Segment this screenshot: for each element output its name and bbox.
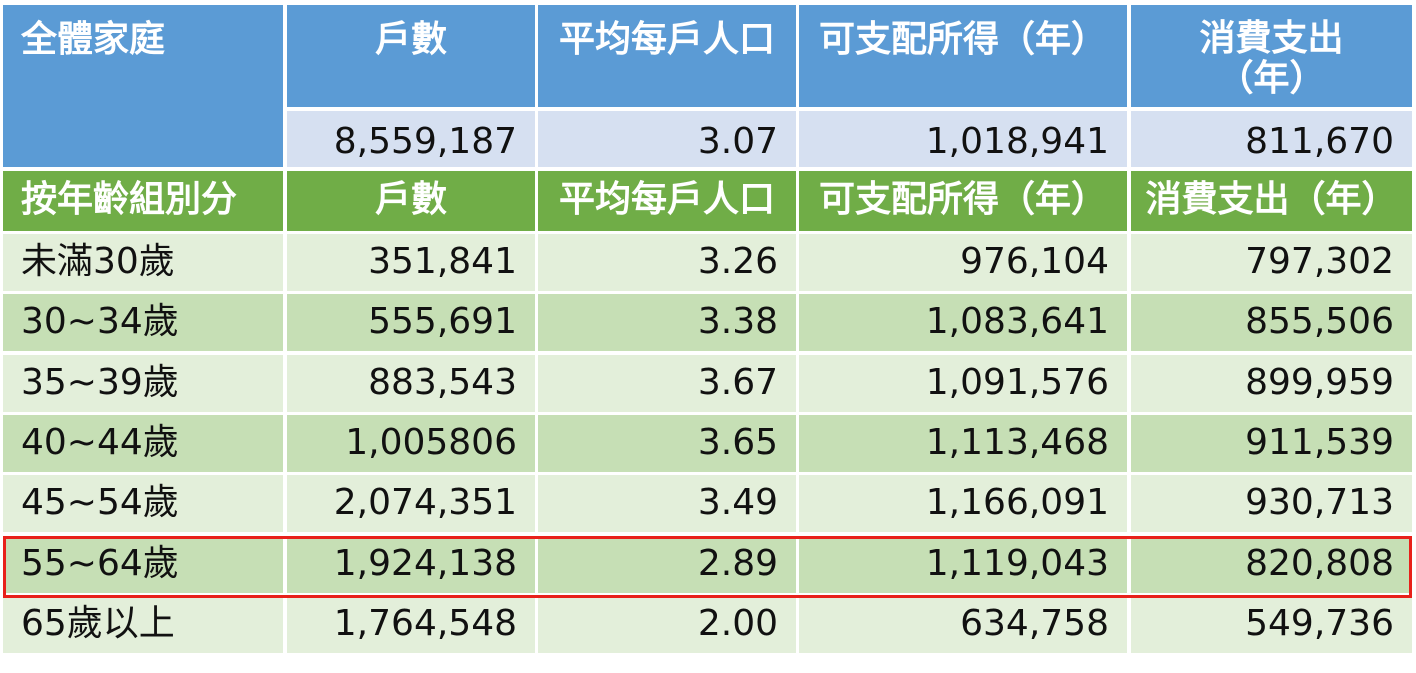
row-6-income: 1,119,043 bbox=[799, 535, 1127, 593]
total-col-income: 可支配所得（年） bbox=[799, 5, 1127, 107]
row-7-expense: 549,736 bbox=[1131, 595, 1412, 653]
row-4-households: 1,005806 bbox=[287, 414, 535, 472]
row-1-expense: 797,302 bbox=[1131, 234, 1412, 291]
total-label: 全體家庭 bbox=[3, 5, 283, 167]
row-5-income: 1,166,091 bbox=[799, 475, 1127, 533]
row-7-households: 1,764,548 bbox=[287, 595, 535, 653]
row-2-label: 30~34歲 bbox=[3, 294, 283, 352]
group-col-avg-persons: 平均每戶人口 bbox=[538, 171, 796, 231]
row-5-expense: 930,713 bbox=[1131, 475, 1412, 533]
row-2-expense: 855,506 bbox=[1131, 294, 1412, 352]
row-1-households: 351,841 bbox=[287, 234, 535, 291]
row-6-label: 55~64歲 bbox=[3, 535, 283, 593]
group-label: 按年齡組別分 bbox=[3, 171, 283, 231]
row-5-avg-persons: 3.49 bbox=[538, 475, 796, 533]
total-avg-persons: 3.07 bbox=[538, 111, 796, 167]
row-3-avg-persons: 3.67 bbox=[538, 354, 796, 412]
row-6-households: 1,924,138 bbox=[287, 535, 535, 593]
row-3-expense: 899,959 bbox=[1131, 354, 1412, 412]
row-2-avg-persons: 3.38 bbox=[538, 294, 796, 352]
row-1-avg-persons: 3.26 bbox=[538, 234, 796, 291]
total-col-expense: 消費支出（年） bbox=[1131, 5, 1412, 107]
total-col-households: 戶數 bbox=[287, 5, 535, 107]
group-col-households: 戶數 bbox=[287, 171, 535, 231]
row-2-income: 1,083,641 bbox=[799, 294, 1127, 352]
row-4-label: 40~44歲 bbox=[3, 414, 283, 472]
row-1-label: 未滿30歲 bbox=[3, 234, 283, 291]
row-6-avg-persons: 2.89 bbox=[538, 535, 796, 593]
row-3-label: 35~39歲 bbox=[3, 354, 283, 412]
total-col-expense-text: 消費支出（年） bbox=[1199, 18, 1344, 99]
group-col-income: 可支配所得（年） bbox=[799, 171, 1127, 231]
row-6-expense: 820,808 bbox=[1131, 535, 1412, 593]
total-households: 8,559,187 bbox=[287, 111, 535, 167]
row-7-avg-persons: 2.00 bbox=[538, 595, 796, 653]
row-2-households: 555,691 bbox=[287, 294, 535, 352]
total-expense: 811,670 bbox=[1131, 111, 1412, 167]
row-5-households: 2,074,351 bbox=[287, 475, 535, 533]
total-col-avg-persons: 平均每戶人口 bbox=[538, 5, 796, 107]
row-1-income: 976,104 bbox=[799, 234, 1127, 291]
group-col-expense: 消費支出（年） bbox=[1131, 171, 1412, 231]
row-4-expense: 911,539 bbox=[1131, 414, 1412, 472]
row-3-income: 1,091,576 bbox=[799, 354, 1127, 412]
row-7-label: 65歲以上 bbox=[3, 595, 283, 653]
row-4-income: 1,113,468 bbox=[799, 414, 1127, 472]
row-3-households: 883,543 bbox=[287, 354, 535, 412]
row-7-income: 634,758 bbox=[799, 595, 1127, 653]
row-4-avg-persons: 3.65 bbox=[538, 414, 796, 472]
total-income: 1,018,941 bbox=[799, 111, 1127, 167]
row-5-label: 45~54歲 bbox=[3, 475, 283, 533]
